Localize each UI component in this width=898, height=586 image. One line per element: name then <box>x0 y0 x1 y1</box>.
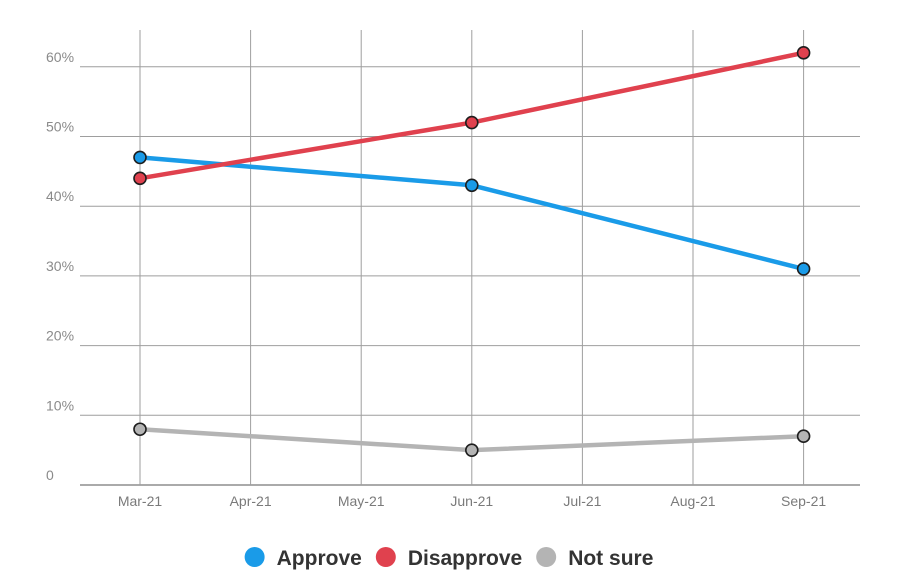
data-point-not-sure <box>133 422 147 437</box>
x-tick-label: Aug-21 <box>670 493 715 509</box>
vertical-gridlines <box>139 30 805 485</box>
legend-swatch-not-sure <box>536 547 557 567</box>
data-point-disapprove <box>464 115 479 130</box>
data-point-approve <box>133 150 147 165</box>
x-tick-label: Apr-21 <box>230 493 272 509</box>
data-point-disapprove <box>133 171 147 186</box>
x-tick-label: May-21 <box>338 493 385 509</box>
data-point-disapprove <box>796 46 811 60</box>
x-tick-label: Sep-21 <box>781 493 826 509</box>
legend-label-approve: Approve <box>277 547 362 570</box>
x-tick-label: Jun-21 <box>450 493 493 509</box>
horizontal-gridlines <box>80 66 860 486</box>
y-tick-label: 50% <box>46 119 74 135</box>
legend-item-not-sure: Not sure <box>536 547 653 570</box>
data-point-not-sure <box>796 429 811 444</box>
y-tick-label: 0 <box>46 467 54 483</box>
y-tick-label: 30% <box>46 258 74 274</box>
legend-item-approve: Approve <box>244 547 362 570</box>
y-axis-tick-labels: 0 10% 20% 30% 40% 50% 60% <box>46 49 74 483</box>
y-tick-label: 40% <box>46 188 74 204</box>
data-point-approve <box>796 262 811 276</box>
legend-swatch-disapprove <box>375 547 396 567</box>
x-axis-tick-labels: Mar-21 Apr-21 May-21 Jun-21 Jul-21 Aug-21 Sep-… <box>118 493 827 509</box>
legend-label-not-sure: Not sure <box>568 547 653 570</box>
x-tick-label: Jul-21 <box>563 493 601 509</box>
y-tick-label: 20% <box>46 328 74 344</box>
legend-swatch-approve <box>244 547 265 567</box>
y-tick-label: 10% <box>46 397 74 413</box>
data-point-not-sure <box>464 443 479 457</box>
legend: Approve Disapprove Not sure <box>244 547 653 570</box>
legend-label-disapprove: Disapprove <box>408 547 522 570</box>
data-point-approve <box>464 178 479 193</box>
y-tick-label: 60% <box>46 49 74 65</box>
x-tick-label: Mar-21 <box>118 493 163 509</box>
series-points <box>133 46 811 457</box>
legend-item-disapprove: Disapprove <box>375 547 522 570</box>
